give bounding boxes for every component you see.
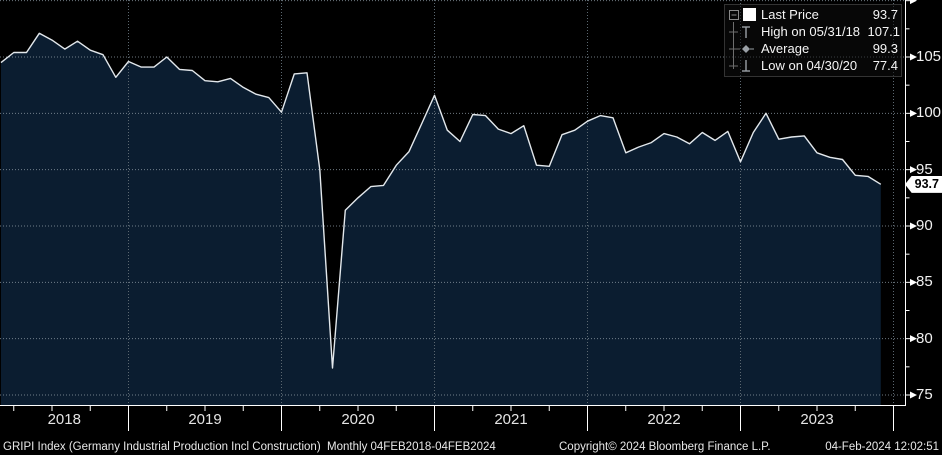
legend-value: 99.3: [872, 41, 898, 56]
y-tick-arrow: [910, 53, 917, 61]
legend-row-last-price[interactable]: Last Price 93.7: [729, 6, 898, 23]
legend-panel[interactable]: Last Price 93.7 High on 05/31/18 107.1: [724, 4, 902, 77]
legend-label: Low on 04/30/20: [761, 58, 858, 73]
legend-label: Last Price: [761, 7, 819, 22]
y-axis-label: 90: [916, 217, 933, 234]
y-tick-arrow: [910, 391, 917, 399]
x-axis-label: 2021: [494, 411, 528, 428]
chart-title-footer: GRIPI Index (Germany Industrial Producti…: [3, 441, 496, 453]
legend-value: 93.7: [872, 7, 898, 22]
y-tick-arrow: [910, 0, 917, 5]
last-price-badge: 93.7: [905, 175, 942, 193]
price-line: [0, 32, 882, 369]
legend-value: 77.4: [872, 58, 898, 73]
y-tick-arrow: [910, 166, 917, 174]
x-axis-label: 2018: [47, 411, 81, 428]
y-axis-label: 75: [916, 386, 933, 403]
area-series: [1, 33, 881, 406]
legend-row-low[interactable]: Low on 04/30/20 77.4: [729, 57, 898, 74]
x-axis-label: 2022: [647, 411, 681, 428]
y-axis-label: 95: [916, 160, 933, 178]
legend-label: Average: [761, 41, 810, 56]
legend-value: 107.1: [867, 24, 901, 39]
y-axis-label: 105: [916, 48, 942, 65]
legend-expander-button[interactable]: [729, 9, 740, 20]
y-axis-label: 80: [916, 329, 933, 347]
y-axis-label: 85: [916, 273, 933, 291]
last-price-marker-icon: [743, 7, 756, 21]
legend-label: High on 05/31/18: [761, 24, 861, 39]
timestamp-text: 04-Feb-2024 12:02:51: [825, 441, 939, 453]
average-marker-icon: [729, 44, 754, 53]
y-tick-arrow: [910, 335, 917, 343]
y-tick-arrow: [910, 222, 917, 230]
legend-tree-line: [733, 22, 734, 69]
copyright-text: Copyright© 2024 Bloomberg Finance L.P.: [559, 441, 771, 453]
plot-area[interactable]: [0, 0, 942, 438]
y-tick-arrow: [910, 109, 917, 117]
y-tick-arrow: [910, 278, 917, 286]
x-axis-label: 2019: [188, 411, 222, 428]
legend-row-average[interactable]: Average 99.3: [729, 40, 898, 57]
legend-row-high[interactable]: High on 05/31/18 107.1: [729, 23, 901, 40]
x-axis-label: 2020: [341, 411, 375, 428]
y-axis-label: 100: [916, 104, 942, 122]
x-axis-label: 2023: [800, 411, 834, 428]
